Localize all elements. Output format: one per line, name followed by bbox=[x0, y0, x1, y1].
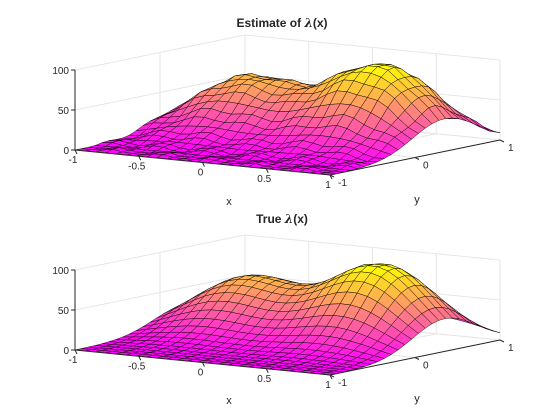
y-tick-mark bbox=[414, 357, 420, 360]
y-tick-label: 1 bbox=[508, 343, 514, 354]
x-tick-label: 0 bbox=[198, 368, 204, 379]
chart-title: True λ(x) bbox=[256, 212, 308, 226]
surface-patch bbox=[469, 117, 487, 130]
x-tick-label: -1 bbox=[69, 155, 78, 166]
x-axis-label: x bbox=[226, 196, 232, 208]
y-tick-mark bbox=[499, 139, 505, 143]
x-tick-label: 0.5 bbox=[257, 174, 271, 185]
z-tick-label: 50 bbox=[58, 106, 70, 117]
x-tick-label: -0.5 bbox=[128, 361, 146, 372]
y-tick-mark bbox=[329, 374, 335, 378]
chart-title: Estimate of λ(x) bbox=[236, 16, 327, 30]
y-tick-label: -1 bbox=[338, 178, 347, 189]
y-axis-label: y bbox=[414, 393, 420, 405]
x-tick-mark bbox=[202, 362, 205, 367]
x-tick-label: 1 bbox=[325, 380, 331, 391]
x-tick-label: -0.5 bbox=[128, 161, 146, 172]
y-tick-label: -1 bbox=[338, 378, 347, 389]
y-tick-label: 0 bbox=[423, 361, 429, 372]
y-tick-label: 1 bbox=[508, 143, 514, 154]
surface-mesh bbox=[74, 63, 501, 176]
y-axis-label: y bbox=[414, 194, 420, 206]
z-tick-label: 100 bbox=[52, 266, 69, 277]
surface-patch bbox=[462, 115, 480, 127]
z-tick-label: 50 bbox=[58, 306, 70, 317]
x-tick-mark bbox=[74, 149, 78, 155]
surface-mesh bbox=[74, 263, 501, 376]
y-tick-mark bbox=[499, 339, 505, 343]
z-tick-label: 0 bbox=[63, 146, 69, 157]
y-tick-mark bbox=[414, 157, 420, 160]
x-tick-label: 1 bbox=[325, 180, 331, 191]
x-tick-mark bbox=[202, 162, 205, 167]
z-tick-label: 100 bbox=[52, 66, 69, 77]
x-tick-mark bbox=[138, 356, 142, 361]
y-tick-label: 0 bbox=[423, 161, 429, 172]
y-tick-mark bbox=[329, 174, 335, 178]
x-tick-mark bbox=[265, 168, 269, 173]
x-tick-label: 0 bbox=[198, 168, 204, 179]
x-tick-label: -1 bbox=[69, 355, 78, 366]
x-tick-mark bbox=[138, 156, 142, 161]
x-tick-mark bbox=[265, 368, 269, 373]
x-tick-mark bbox=[74, 349, 78, 355]
z-tick-label: 0 bbox=[63, 346, 69, 357]
x-axis-label: x bbox=[226, 395, 232, 407]
x-tick-label: 0.5 bbox=[257, 374, 271, 385]
